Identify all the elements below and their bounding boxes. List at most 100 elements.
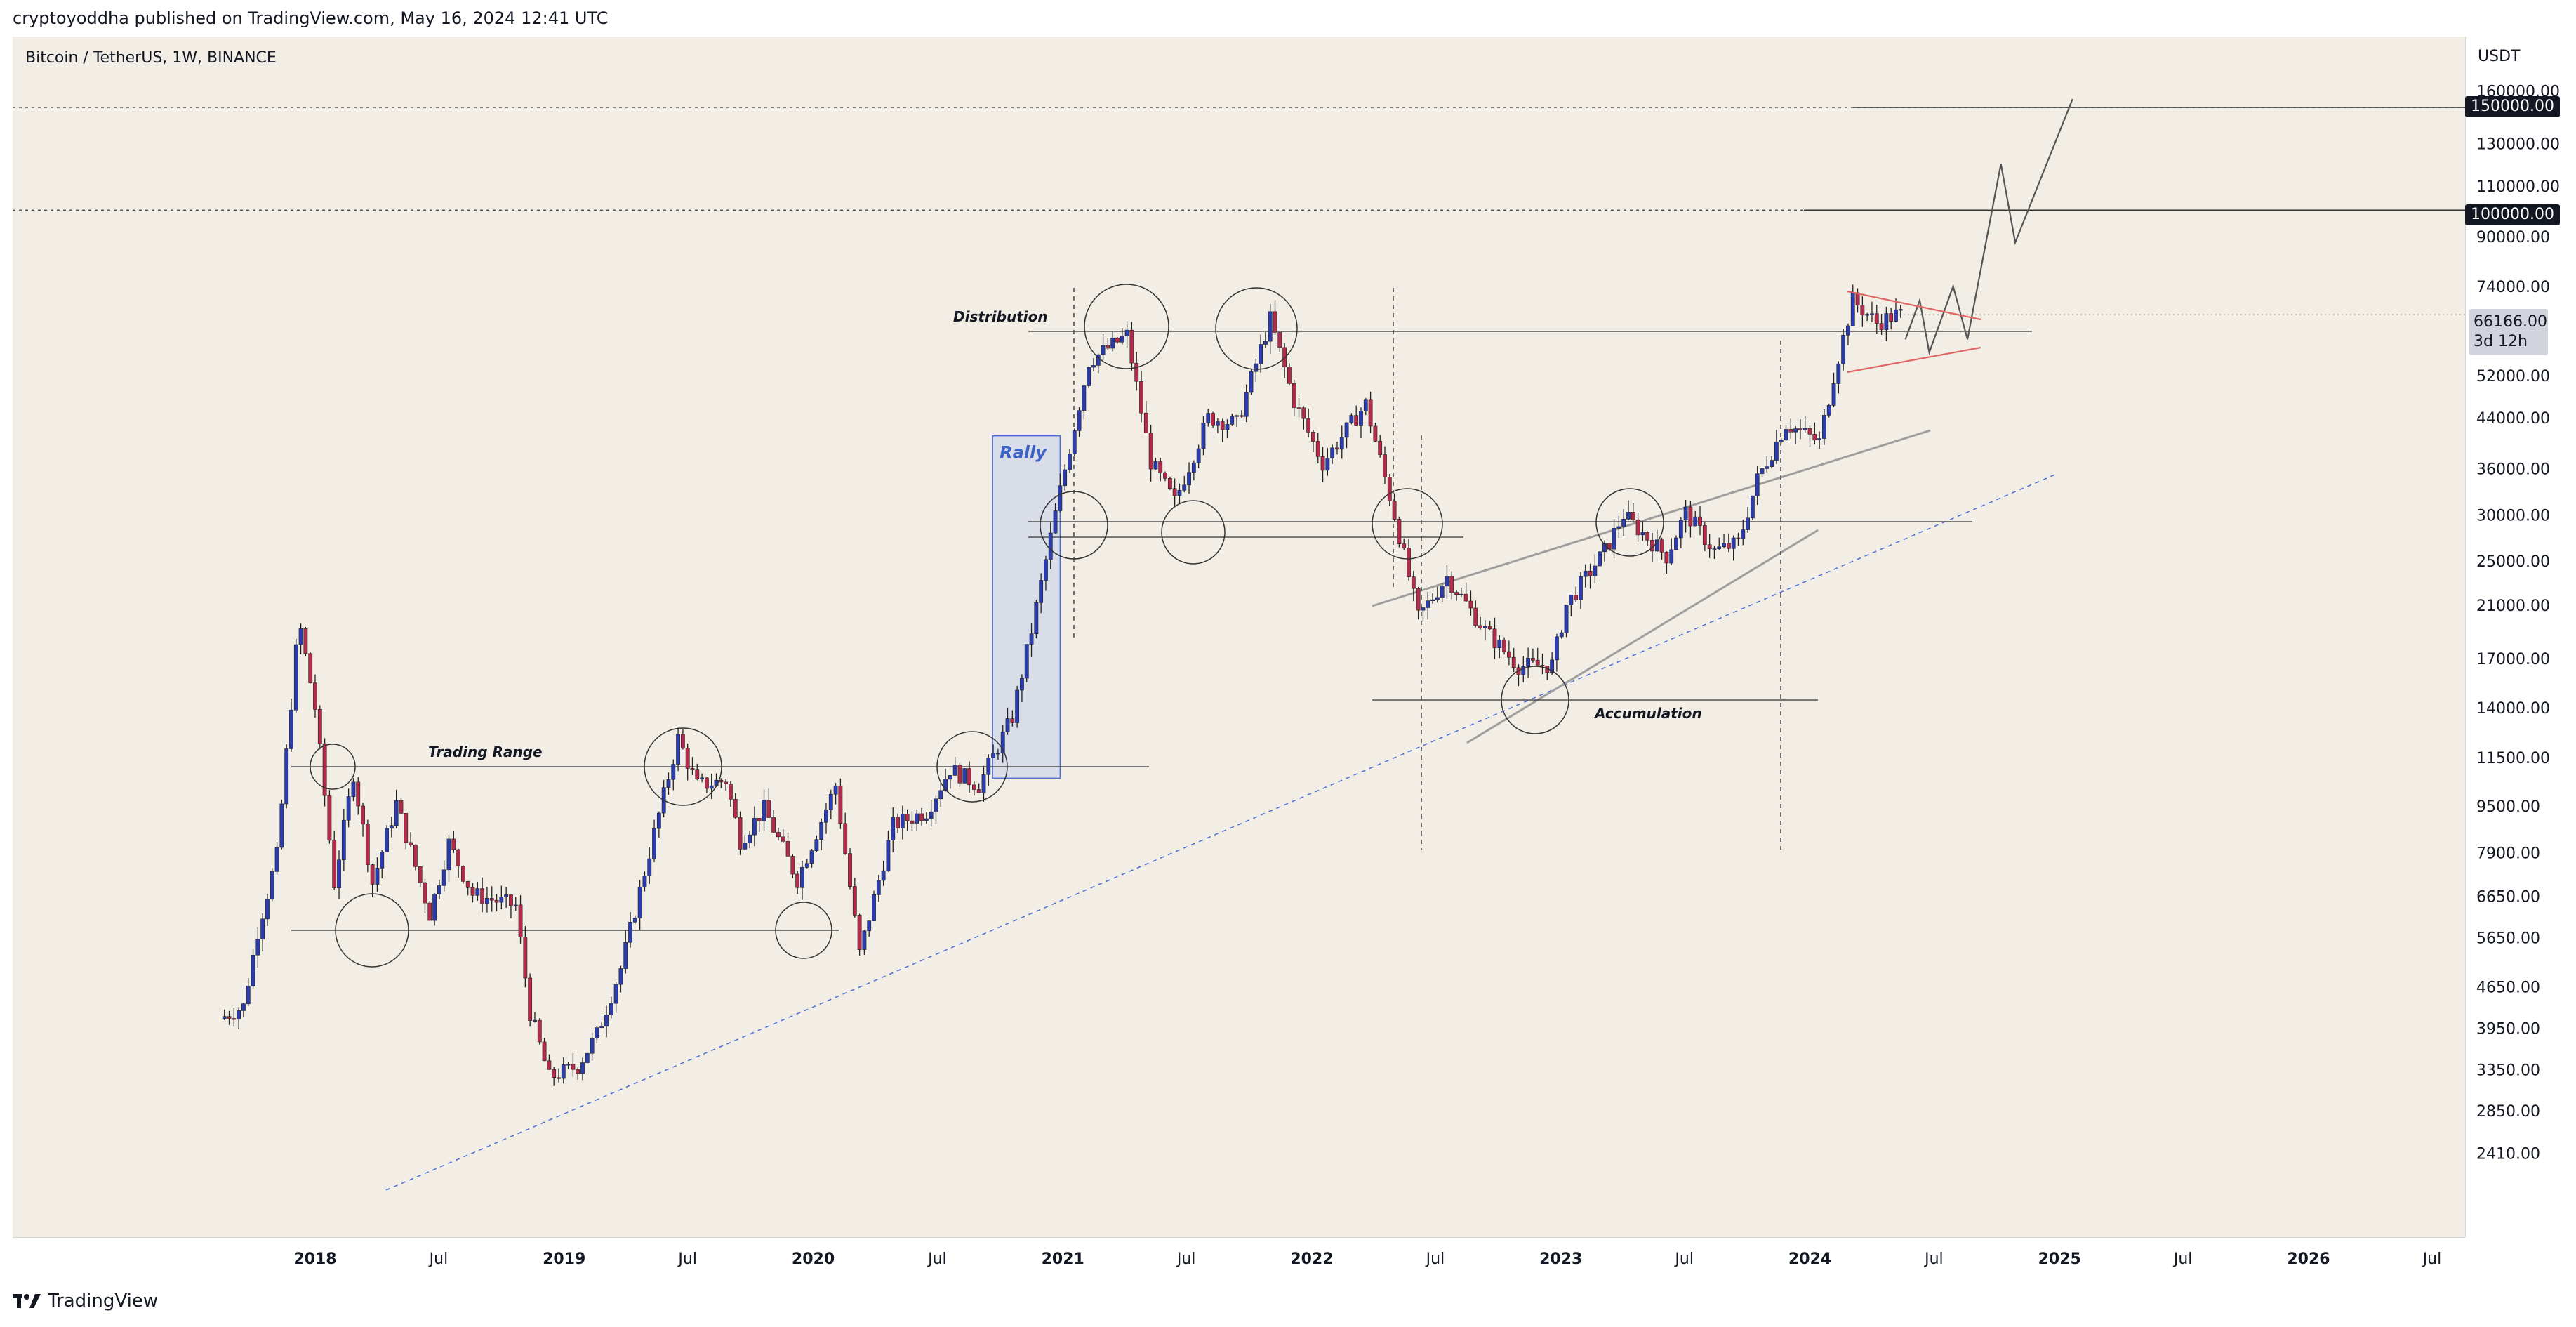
candle[interactable] (886, 831, 891, 872)
candle[interactable] (1397, 516, 1402, 548)
candle[interactable] (274, 841, 279, 875)
candle[interactable] (1702, 522, 1707, 551)
candle[interactable] (1430, 593, 1435, 604)
candle[interactable] (824, 803, 828, 834)
candle[interactable] (1311, 430, 1315, 453)
chart-panel[interactable] (13, 37, 2465, 1237)
candle[interactable] (762, 789, 766, 831)
candle[interactable] (580, 1057, 585, 1081)
candle[interactable] (1874, 305, 1879, 334)
candle[interactable] (1440, 583, 1445, 602)
candle[interactable] (427, 901, 432, 921)
highlight-circle[interactable] (775, 902, 832, 959)
candle[interactable] (1664, 551, 1669, 574)
candle[interactable] (547, 1054, 552, 1070)
candle[interactable] (632, 915, 637, 924)
candle[interactable] (957, 762, 962, 787)
candle[interactable] (270, 868, 274, 902)
candle[interactable] (499, 885, 504, 910)
candle[interactable] (1559, 630, 1564, 639)
candle[interactable] (1846, 323, 1850, 345)
candle[interactable] (1487, 621, 1492, 631)
currency-label[interactable]: USDT (2478, 48, 2521, 65)
candle[interactable] (695, 763, 700, 781)
candle[interactable] (981, 765, 986, 802)
candle[interactable] (915, 809, 919, 832)
candle[interactable] (1593, 554, 1598, 583)
candle[interactable] (743, 835, 748, 851)
candle[interactable] (365, 819, 370, 873)
candle[interactable] (1182, 475, 1187, 493)
candle[interactable] (1363, 398, 1368, 416)
candle[interactable] (557, 1068, 561, 1083)
candle[interactable] (1731, 535, 1736, 561)
candle[interactable] (1387, 474, 1392, 506)
candle[interactable] (1511, 647, 1516, 673)
candle[interactable] (1774, 430, 1779, 464)
candle[interactable] (1344, 422, 1349, 449)
candle[interactable] (227, 1010, 232, 1025)
candle[interactable] (790, 854, 795, 878)
candle[interactable] (1531, 648, 1535, 664)
candle[interactable] (1717, 537, 1722, 550)
candle[interactable] (1172, 478, 1177, 506)
candle[interactable] (1449, 571, 1454, 600)
candle[interactable] (680, 729, 685, 750)
candle[interactable] (1349, 413, 1354, 425)
candle[interactable] (1301, 406, 1306, 430)
candle[interactable] (361, 803, 365, 837)
candle[interactable] (656, 811, 661, 838)
candle[interactable] (729, 781, 733, 807)
candle[interactable] (1268, 303, 1273, 354)
candle[interactable] (480, 877, 485, 913)
candle[interactable] (1535, 647, 1540, 666)
candle[interactable] (1683, 500, 1688, 533)
candle[interactable] (604, 1005, 609, 1038)
candle[interactable] (910, 811, 915, 831)
candle[interactable] (1654, 529, 1659, 553)
candle[interactable] (1870, 301, 1874, 322)
candle[interactable] (1153, 458, 1158, 470)
candle[interactable] (389, 817, 394, 838)
candle[interactable] (1894, 298, 1898, 323)
candle[interactable] (1741, 519, 1746, 546)
candle[interactable] (1077, 407, 1082, 437)
candle[interactable] (881, 861, 886, 886)
candle[interactable] (962, 768, 967, 784)
candle[interactable] (652, 819, 656, 863)
candle[interactable] (1574, 586, 1579, 603)
candle[interactable] (1569, 594, 1574, 616)
candle[interactable] (461, 865, 465, 884)
candle[interactable] (237, 1007, 241, 1029)
candle[interactable] (1770, 456, 1774, 469)
candle[interactable] (1884, 306, 1889, 341)
candle[interactable] (1463, 582, 1468, 602)
candle[interactable] (1191, 460, 1196, 481)
candle[interactable] (1134, 352, 1139, 391)
candle[interactable] (1339, 425, 1344, 459)
candle[interactable] (724, 779, 729, 791)
candle[interactable] (833, 783, 838, 805)
candle[interactable] (637, 880, 642, 931)
candle[interactable] (528, 973, 533, 1027)
candle[interactable] (1230, 413, 1235, 427)
candle[interactable] (1024, 644, 1029, 682)
candle[interactable] (819, 818, 824, 850)
candle[interactable] (1678, 516, 1683, 548)
candle[interactable] (518, 895, 523, 944)
candle[interactable] (642, 871, 647, 892)
candle[interactable] (976, 783, 981, 793)
lower-channel-line[interactable] (1466, 529, 1819, 744)
candle[interactable] (260, 913, 265, 952)
candle[interactable] (905, 809, 910, 831)
candle[interactable] (1020, 674, 1024, 703)
candle[interactable] (1526, 647, 1531, 678)
candle[interactable] (1320, 447, 1325, 482)
candle[interactable] (1072, 428, 1077, 456)
candle[interactable] (423, 878, 427, 913)
candle[interactable] (1082, 384, 1087, 420)
candle[interactable] (1612, 518, 1616, 558)
candle[interactable] (1850, 284, 1855, 326)
candle[interactable] (1000, 725, 1005, 763)
